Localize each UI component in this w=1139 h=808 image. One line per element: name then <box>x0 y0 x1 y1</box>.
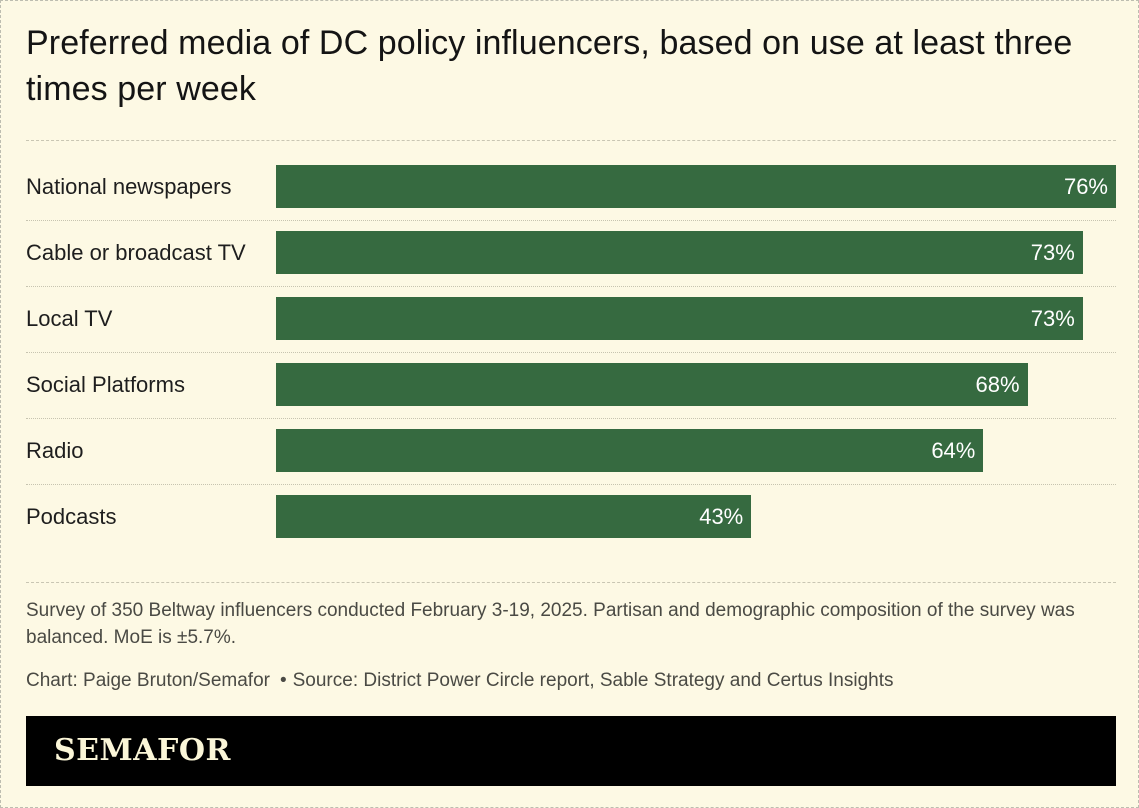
category-label: Radio <box>26 438 84 463</box>
chart-row: Radio 64% <box>26 418 1116 484</box>
category-label: National newspapers <box>26 174 232 199</box>
credit-line: Chart: Paige Bruton/Semafor • Source: Dist… <box>26 667 1116 694</box>
chart-row: Local TV 73% <box>26 286 1116 352</box>
bar-value-label: 76% <box>1063 174 1108 199</box>
bar-value-label: 68% <box>975 372 1020 397</box>
row-separator <box>26 484 1116 485</box>
chart-title: Preferred media of DC policy influencers… <box>26 24 1073 108</box>
bar: 76% <box>276 165 1116 208</box>
category-label: Local TV <box>26 306 113 331</box>
chart-row: Cable or broadcast TV 73% <box>26 220 1116 286</box>
semafor-logo: SEMAFOR <box>54 733 231 768</box>
chart-row: Podcasts 43% <box>26 484 1116 550</box>
bottom-divider <box>26 582 1116 583</box>
chart-row: National newspapers 76% <box>26 154 1116 220</box>
credit-separator: • <box>279 670 287 691</box>
bar-value-label: 64% <box>931 438 976 463</box>
bar: 68% <box>276 363 1028 406</box>
brand-footer: SEMAFOR <box>26 716 1116 786</box>
source-credit: Source: District Power Circle report, Sa… <box>292 670 894 691</box>
bar-value-label: 73% <box>1030 306 1075 331</box>
row-separator <box>26 352 1116 353</box>
bar: 73% <box>276 231 1083 274</box>
bar: 64% <box>276 429 984 472</box>
category-label: Podcasts <box>26 504 117 529</box>
survey-note: Survey of 350 Beltway influencers conduc… <box>26 600 1075 648</box>
row-separator <box>26 220 1116 221</box>
row-separator <box>26 418 1116 419</box>
row-separator <box>26 286 1116 287</box>
category-label: Cable or broadcast TV <box>26 240 246 265</box>
category-label: Social Platforms <box>26 372 185 397</box>
bar: 43% <box>276 495 752 538</box>
bar-value-label: 43% <box>699 504 744 529</box>
chart-credit: Chart: Paige Bruton/Semafor <box>26 670 270 691</box>
top-divider <box>26 140 1116 141</box>
bar-value-label: 73% <box>1030 240 1075 265</box>
chart-row: Social Platforms 68% <box>26 352 1116 418</box>
bar-chart: National newspapers 76% Cable or broadcast… <box>26 154 1116 554</box>
bar: 73% <box>276 297 1083 340</box>
